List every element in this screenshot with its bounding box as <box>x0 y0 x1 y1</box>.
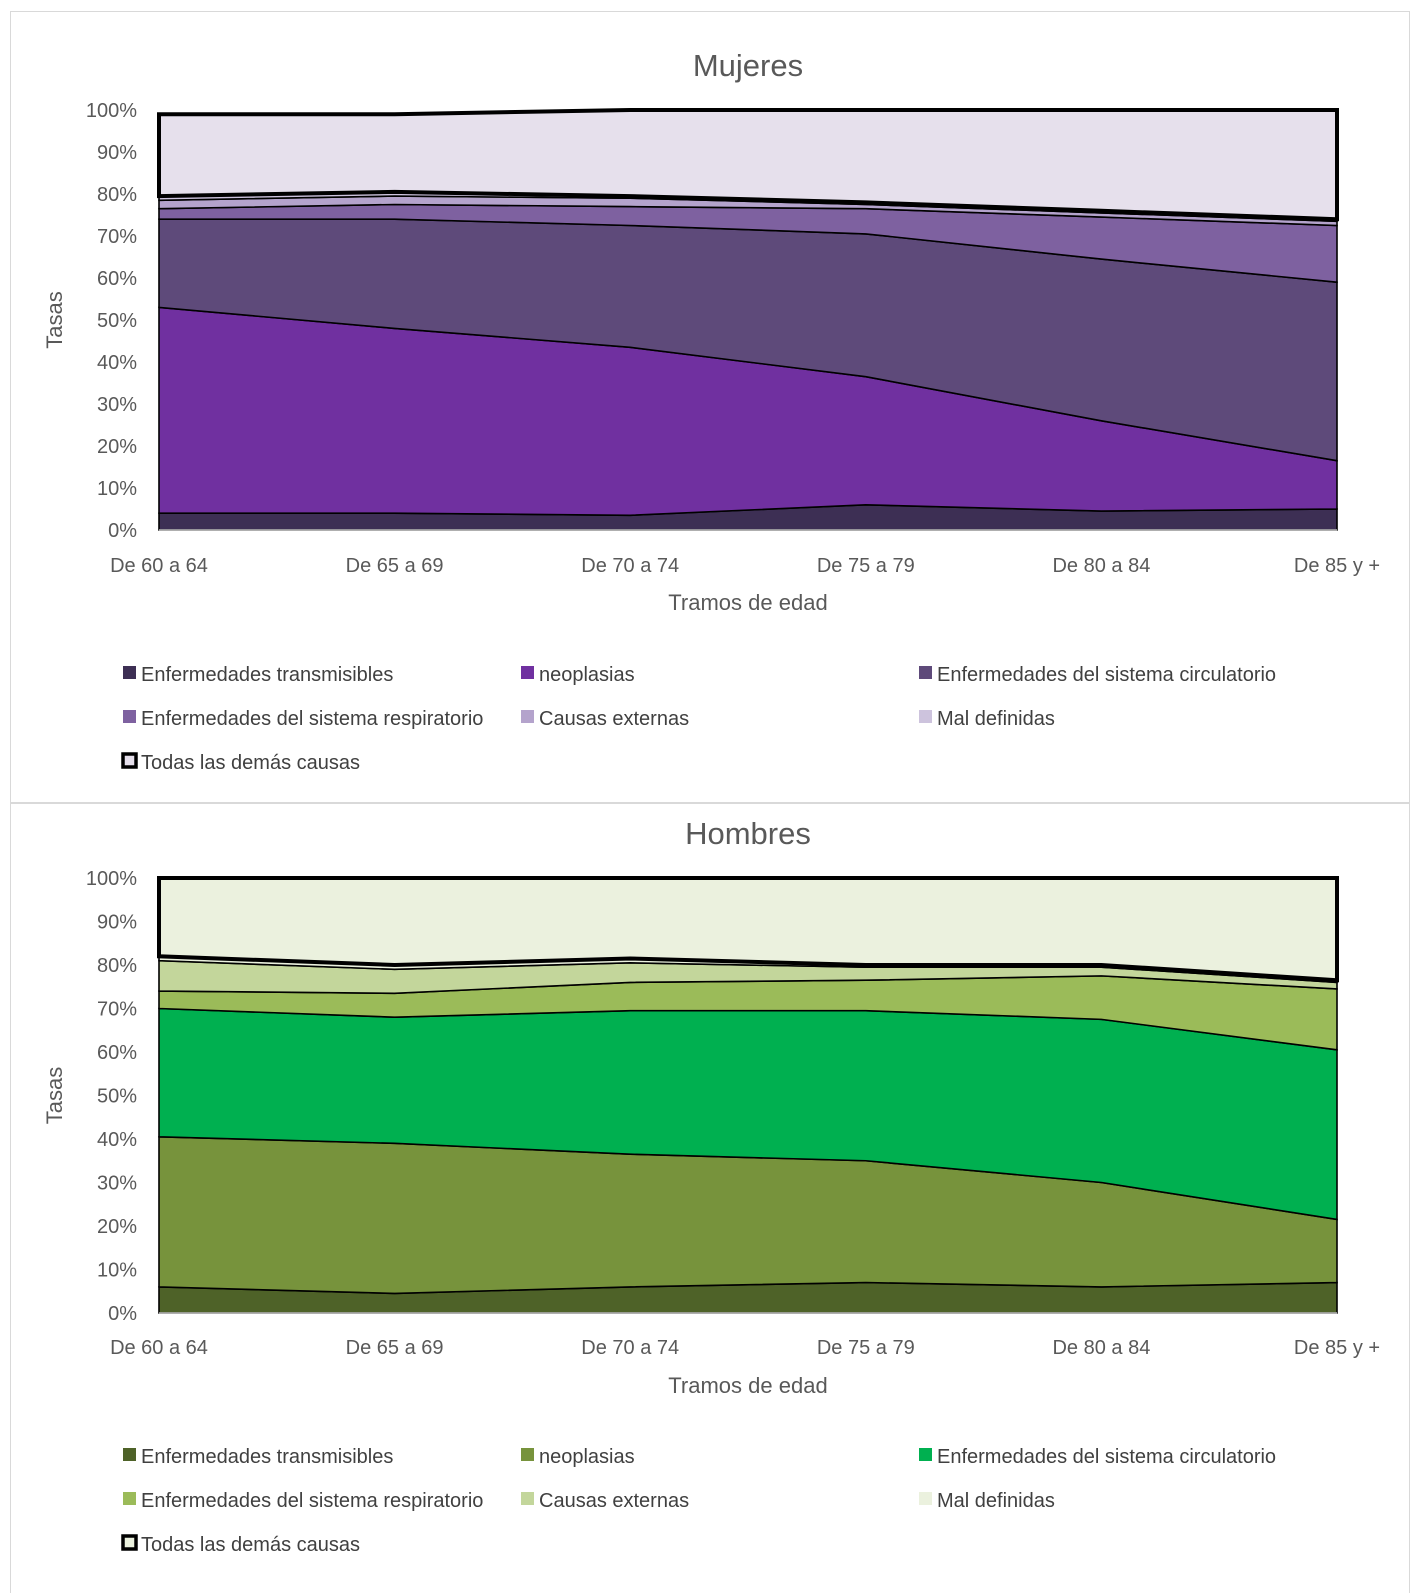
x-tick-label: De 70 a 74 <box>581 555 679 577</box>
legend-swatch <box>521 666 534 679</box>
legend-swatch <box>121 752 138 769</box>
legend-label: Enfermedades del sistema respiratorio <box>141 708 483 730</box>
y-tick-label: 0% <box>108 1303 137 1325</box>
area-series-todas-las-demás-causas <box>157 108 1339 222</box>
chart-panel-hombres: Hombres 0% 10% 20% 30% 40% 50% 60% 70% 80% 90% 100%… <box>10 803 1410 1593</box>
x-tick-label: De 65 a 69 <box>346 555 444 577</box>
x-tick-label: De 80 a 84 <box>1052 1337 1150 1359</box>
y-tick-label: 20% <box>97 436 137 458</box>
legend-swatch <box>521 1492 534 1505</box>
legend-label: Enfermedades del sistema circulatorio <box>937 664 1276 686</box>
y-tick-label: 60% <box>97 268 137 290</box>
x-tick-label: De 75 a 79 <box>817 555 915 577</box>
x-tick-label: De 85 y + <box>1294 1337 1380 1359</box>
legend-label: Todas las demás causas <box>141 752 360 774</box>
y-tick-label: 30% <box>97 1173 137 1195</box>
x-tick-label: De 70 a 74 <box>581 1337 679 1359</box>
legend-label: Mal definidas <box>937 1490 1055 1512</box>
chart-title: Hombres <box>685 816 811 851</box>
legend-label: Causas externas <box>539 1490 689 1512</box>
y-tick-label: 10% <box>97 478 137 500</box>
y-axis-title: Tasas <box>42 1067 67 1124</box>
y-tick-label: 20% <box>97 1216 137 1238</box>
legend-swatch <box>123 1448 136 1461</box>
x-tick-label: De 60 a 64 <box>110 555 208 577</box>
x-tick-label: De 65 a 69 <box>346 1337 444 1359</box>
y-axis-title: Tasas <box>42 291 67 348</box>
y-tick-label: 60% <box>97 1042 137 1064</box>
legend-label: Enfermedades transmisibles <box>141 664 393 686</box>
x-axis-title: Tramos de edad <box>668 590 827 615</box>
legend-swatch <box>521 1448 534 1461</box>
legend-swatch <box>123 710 136 723</box>
x-tick-label: De 60 a 64 <box>110 1337 208 1359</box>
legend-label: Enfermedades del sistema circulatorio <box>937 1446 1276 1468</box>
legend-swatch <box>919 1492 932 1505</box>
legend-label: Enfermedades transmisibles <box>141 1446 393 1468</box>
y-tick-label: 90% <box>97 142 137 164</box>
legend-label: Todas las demás causas <box>141 1534 360 1556</box>
legend-swatch <box>121 1534 138 1551</box>
y-tick-label: 70% <box>97 999 137 1021</box>
x-tick-label: De 85 y + <box>1294 555 1380 577</box>
chart-panel-mujeres: Mujeres 0% 10% 20% 30% 40% 50% 60% 70% 80% 90% 100%… <box>10 11 1410 803</box>
legend-swatch <box>919 666 932 679</box>
y-tick-label: 50% <box>97 310 137 332</box>
y-tick-label: 10% <box>97 1260 137 1282</box>
legend-label: Mal definidas <box>937 708 1055 730</box>
legend-label: neoplasias <box>539 664 635 686</box>
chart-hombres: Hombres 0% 10% 20% 30% 40% 50% 60% 70% 80% 90% 100%… <box>42 816 1380 1556</box>
legend-label: Enfermedades del sistema respiratorio <box>141 1490 483 1512</box>
x-tick-label: De 75 a 79 <box>817 1337 915 1359</box>
legend-label: Causas externas <box>539 708 689 730</box>
y-tick-label: 100% <box>86 868 137 890</box>
y-tick-label: 100% <box>86 100 137 122</box>
legend-label: neoplasias <box>539 1446 635 1468</box>
legend-swatch <box>521 710 534 723</box>
y-tick-label: 90% <box>97 912 137 934</box>
legend-swatch <box>919 710 932 723</box>
y-tick-label: 40% <box>97 1129 137 1151</box>
legend-swatch <box>123 666 136 679</box>
y-tick-label: 70% <box>97 226 137 248</box>
x-tick-label: De 80 a 84 <box>1052 555 1150 577</box>
y-tick-label: 40% <box>97 352 137 374</box>
chart-mujeres: Mujeres 0% 10% 20% 30% 40% 50% 60% 70% 80% 90% 100%… <box>42 48 1380 774</box>
chart-title: Mujeres <box>693 48 803 83</box>
x-axis-title: Tramos de edad <box>668 1373 827 1398</box>
y-tick-label: 30% <box>97 394 137 416</box>
area-series-todas-las-demás-causas <box>157 876 1339 983</box>
legend-swatch <box>919 1448 932 1461</box>
y-tick-label: 0% <box>108 520 137 542</box>
y-tick-label: 50% <box>97 1086 137 1108</box>
y-tick-label: 80% <box>97 955 137 977</box>
legend-swatch <box>123 1492 136 1505</box>
y-tick-label: 80% <box>97 184 137 206</box>
